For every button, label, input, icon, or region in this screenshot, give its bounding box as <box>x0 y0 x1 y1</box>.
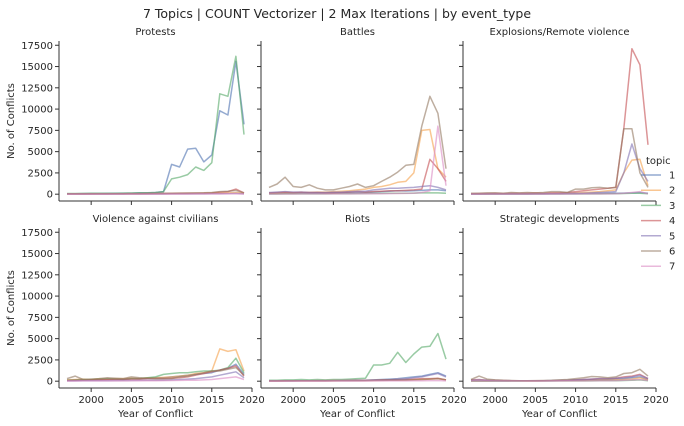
legend-label-topic-5: 5 <box>669 231 675 242</box>
series-line-topic-1 <box>67 60 245 195</box>
x-tick-label: 2020 <box>441 395 466 406</box>
panel-title: Strategic developments <box>500 214 620 225</box>
x-tick-label: 2010 <box>159 395 184 406</box>
panel-0: Protests 0 2500 5000 7500 10000 12500 15000 1750… <box>6 27 253 205</box>
legend-label-topic-7: 7 <box>669 262 675 273</box>
y-tick-label: 5000 <box>28 147 53 158</box>
y-axis-label: No. of Conflicts <box>6 270 17 346</box>
legend-label-topic-3: 3 <box>669 201 675 212</box>
x-tick-label: 2005 <box>321 395 346 406</box>
x-axis-label: Year of Conflict <box>319 409 395 420</box>
legend-label-topic-2: 2 <box>669 186 675 197</box>
series-line-topic-7 <box>67 376 245 382</box>
x-axis-label: Year of Conflict <box>521 409 597 420</box>
panel-2: Explosions/Remote violence <box>459 27 657 205</box>
x-tick-label: 2005 <box>119 395 144 406</box>
series-line-topic-7 <box>471 190 649 195</box>
panel-title: Violence against civilians <box>93 214 219 225</box>
y-tick-label: 2500 <box>28 168 53 179</box>
x-tick-label: 2015 <box>401 395 426 406</box>
legend: topic 1 2 3 4 5 6 7 <box>641 156 675 273</box>
series-line-topic-6 <box>470 127 649 195</box>
y-tick-label: 12500 <box>21 270 53 281</box>
series-line-topic-7 <box>471 378 649 382</box>
series-line-topic-6 <box>66 366 245 381</box>
panel-title: Riots <box>345 214 370 225</box>
x-tick-label: 2015 <box>603 395 628 406</box>
y-tick-label: 12500 <box>21 83 53 94</box>
y-tick-label: 10000 <box>21 292 53 303</box>
series-line-topic-6 <box>268 95 447 191</box>
y-tick-label: 7500 <box>28 313 53 324</box>
y-axis-label: No. of Conflicts <box>6 83 17 159</box>
y-tick-label: 0 <box>47 377 53 388</box>
x-tick-label: 2000 <box>280 395 305 406</box>
panel-5: Strategic developments 2000 2005 2010 2015 20… <box>459 214 669 420</box>
series-line-topic-6 <box>470 368 649 382</box>
series-line-topic-3 <box>268 332 447 382</box>
x-tick-label: 2000 <box>78 395 103 406</box>
legend-label-topic-6: 6 <box>669 247 675 258</box>
x-tick-label: 2005 <box>523 395 548 406</box>
series-line-topic-4 <box>470 47 649 195</box>
panel-3: Violence against civilians 0 2500 5000 7500 1… <box>6 214 265 420</box>
panel-title: Battles <box>340 27 375 38</box>
figure-suptitle: 7 Topics | COUNT Vectorizer | 2 Max Iter… <box>143 6 531 21</box>
x-tick-label: 2010 <box>563 395 588 406</box>
series-line-topic-3 <box>66 357 245 382</box>
y-tick-label: 2500 <box>28 355 53 366</box>
panel-1: Battles <box>257 27 455 205</box>
panel-title: Protests <box>135 27 175 38</box>
legend-title: topic <box>646 156 671 167</box>
series-line-topic-7 <box>269 379 447 382</box>
x-tick-label: 2000 <box>482 395 507 406</box>
series-line-topic-5 <box>268 184 447 194</box>
legend-label-topic-4: 4 <box>669 216 675 227</box>
y-tick-label: 7500 <box>28 126 53 137</box>
y-tick-label: 5000 <box>28 334 53 345</box>
x-axis-label: Year of Conflict <box>117 409 193 420</box>
y-tick-label: 0 <box>47 190 53 201</box>
series-line-topic-4 <box>268 158 447 194</box>
y-tick-label: 15000 <box>21 62 53 73</box>
series-line-topic-7 <box>269 125 447 195</box>
x-tick-label: 2015 <box>199 395 224 406</box>
y-tick-label: 17500 <box>21 41 53 52</box>
x-tick-label: 2020 <box>643 395 668 406</box>
series-line-topic-5 <box>471 143 649 195</box>
y-tick-label: 10000 <box>21 105 53 116</box>
legend-label-topic-1: 1 <box>669 171 675 182</box>
x-tick-label: 2020 <box>239 395 264 406</box>
y-tick-label: 15000 <box>21 249 53 260</box>
panel-title: Explosions/Remote violence <box>490 27 630 38</box>
x-tick-label: 2010 <box>361 395 386 406</box>
y-tick-label: 17500 <box>21 228 53 239</box>
panel-4: Riots 2000 2005 2010 2015 2020 Year of Conflic… <box>257 214 467 420</box>
